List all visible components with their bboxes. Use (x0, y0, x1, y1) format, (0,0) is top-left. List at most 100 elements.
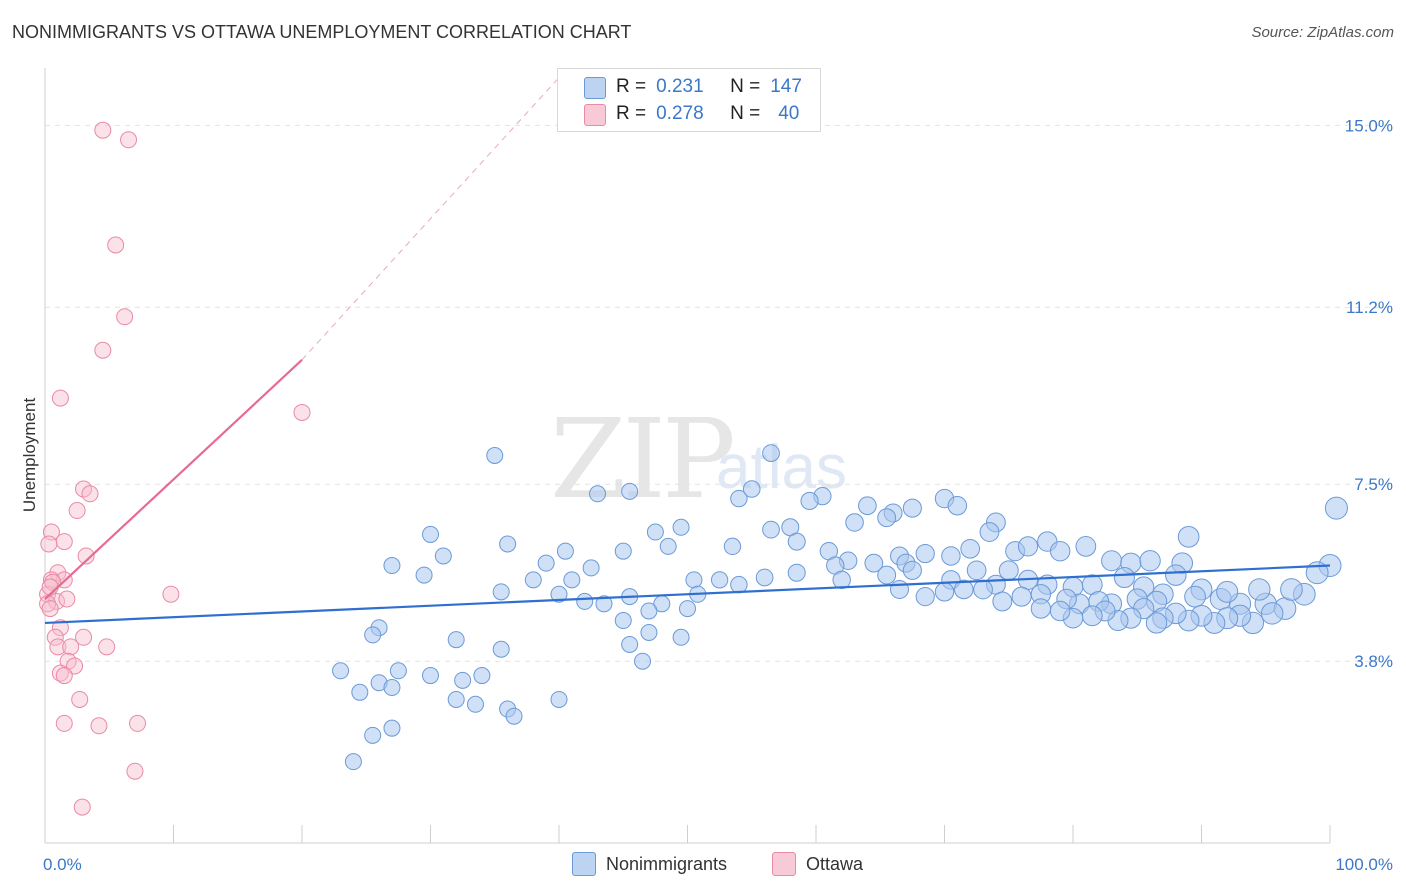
legend-swatch-pink (772, 852, 796, 876)
nonimmigrants-point (1177, 525, 1200, 548)
x-tick-label: 100.0% (1335, 855, 1393, 874)
nonimmigrants-point (1030, 598, 1052, 619)
nonimmigrants-point (902, 498, 922, 518)
correlation-row-nonimmigrants: R = 0.231 N = 147 (584, 74, 802, 100)
nonimmigrants-point (787, 563, 806, 582)
nonimmigrants-point (1081, 605, 1103, 627)
ottawa-point (75, 628, 93, 646)
nonimmigrants-points (332, 444, 1348, 771)
ottawa-point (90, 717, 108, 735)
tick-labels: 3.8% 7.5% 11.2% 15.0% 0.0% 100.0% (43, 116, 1393, 874)
ottawa-point (40, 535, 58, 553)
ottawa-point (293, 403, 311, 421)
nonimmigrants-point (1113, 566, 1135, 589)
nonimmigrants-point (1184, 585, 1206, 608)
nonimmigrants-point (492, 640, 510, 658)
legend-item-ottawa: Ottawa (772, 852, 863, 876)
nonimmigrants-point (351, 683, 369, 701)
legend-item-nonimmigrants: Nonimmigrants (572, 852, 727, 876)
nonimmigrants-point (422, 667, 439, 685)
ottawa-point (51, 389, 69, 407)
nonimmigrants-point (787, 532, 806, 551)
nonimmigrants-point (640, 602, 658, 620)
ottawa-point (73, 798, 91, 816)
nonimmigrants-point (447, 690, 465, 708)
y-tick-label: 11.2% (1346, 298, 1393, 317)
n-value: 147 (770, 76, 802, 97)
nonimmigrants-point (858, 496, 877, 516)
ottawa-point (126, 762, 144, 780)
axes (44, 68, 1331, 844)
nonimmigrants-point (1011, 586, 1032, 607)
r-label: R = (616, 103, 647, 124)
nonimmigrants-point (890, 579, 910, 599)
nonimmigrants-point (730, 489, 748, 508)
nonimmigrants-point (550, 690, 568, 708)
nonimmigrants-point (1248, 578, 1271, 601)
watermark-zip: ZIP (550, 395, 736, 523)
nonimmigrants-point (621, 635, 639, 653)
n-label: N = (730, 103, 761, 124)
nonimmigrants-point (877, 508, 897, 528)
nonimmigrants-point (389, 662, 407, 680)
ottawa-point (49, 564, 67, 582)
ottawa-point (62, 638, 80, 656)
ottawa-point (55, 667, 73, 685)
legend-label-ottawa: Ottawa (806, 853, 864, 874)
n-label: N = (730, 76, 761, 97)
nonimmigrants-point (1260, 602, 1284, 625)
nonimmigrants-point (992, 591, 1013, 612)
ottawa-trend-dashed (301, 77, 560, 361)
nonimmigrants-point (486, 447, 504, 464)
nonimmigrants-point (915, 587, 935, 607)
ottawa-swatch (584, 104, 606, 126)
ottawa-point (46, 628, 64, 646)
r-label: R = (616, 76, 647, 97)
chart-title: NONIMMIGRANTS VS OTTAWA UNEMPLOYMENT COR… (12, 22, 632, 42)
nonimmigrants-point (646, 523, 664, 541)
nonimmigrants-point (524, 571, 542, 589)
nonimmigrants-point (966, 560, 987, 581)
nonimmigrants-point (934, 582, 955, 602)
nonimmigrants-point (979, 522, 1000, 542)
ottawa-point (81, 485, 99, 503)
nonimmigrants-point (941, 546, 961, 566)
nonimmigrants-point (1145, 612, 1168, 634)
nonimmigrants-point (1165, 564, 1187, 586)
nonimmigrants-point (902, 560, 922, 580)
nonimmigrants-point (364, 626, 382, 644)
nonimmigrants-point (762, 520, 780, 539)
n-value: 40 (778, 103, 800, 124)
ottawa-point (94, 121, 112, 139)
nonimmigrants-point (960, 538, 981, 559)
nonimmigrants-point (953, 579, 974, 600)
nonimmigrants-point (723, 537, 742, 556)
ottawa-point (116, 308, 134, 326)
nonimmigrants-point (563, 571, 581, 589)
nonimmigrants-point (1139, 550, 1161, 572)
ottawa-point (107, 236, 125, 254)
nonimmigrants-point (915, 543, 935, 564)
nonimmigrants-point (730, 575, 748, 594)
nonimmigrants-point (672, 628, 690, 646)
nonimmigrants-point (434, 547, 452, 565)
nonimmigrants-point (332, 662, 350, 680)
nonimmigrants-point (473, 667, 491, 685)
nonimmigrants-point (537, 554, 555, 572)
nonimmigrants-point (383, 719, 401, 737)
nonimmigrants-point (621, 482, 639, 500)
nonimmigrants-point (556, 542, 574, 560)
ottawa-point (129, 714, 147, 732)
nonimmigrants-point (383, 679, 401, 697)
ottawa-points (39, 121, 311, 816)
ottawa-trend-line (44, 359, 303, 600)
nonimmigrants-swatch (584, 77, 606, 99)
source-label: Source: ZipAtlas.com (1251, 24, 1394, 41)
ottawa-trend-extrapolation (301, 77, 560, 361)
nonimmigrants-point (499, 535, 517, 553)
nonimmigrants-point (595, 595, 613, 613)
nonimmigrants-point (1280, 578, 1303, 601)
ottawa-point (58, 590, 76, 608)
ottawa-point (44, 573, 62, 591)
